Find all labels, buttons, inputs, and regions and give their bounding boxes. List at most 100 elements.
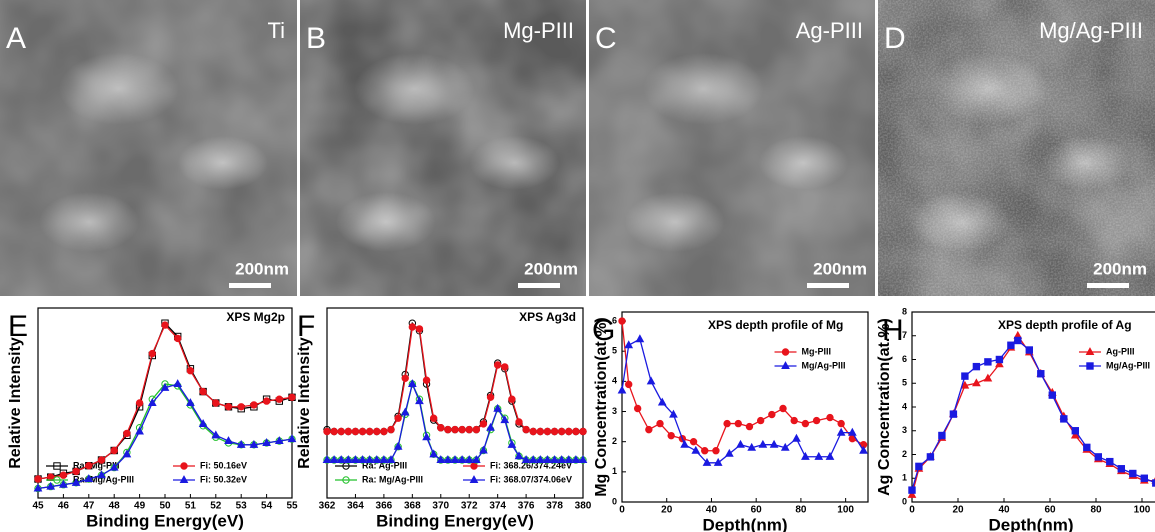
marker (479, 445, 488, 454)
marker (372, 455, 382, 464)
legend-label: Ra: Mg/Ag-PIII (73, 474, 134, 484)
y-axis-title: Relative Intensity (7, 337, 24, 469)
marker (515, 418, 523, 426)
legend-label: Ra: Ag-PIII (362, 460, 407, 470)
marker (514, 451, 524, 460)
panel-label: E (8, 310, 28, 343)
marker (109, 462, 119, 471)
marker (550, 427, 559, 436)
x-tick-label: 366 (376, 501, 393, 512)
marker (174, 334, 182, 343)
sem-image (878, 0, 1155, 296)
x-tick-label: 53 (236, 501, 248, 512)
marker (72, 467, 80, 476)
marker (529, 427, 537, 436)
marker (471, 455, 481, 464)
scale-bar (807, 283, 849, 288)
y-tick-label: 0 (902, 496, 907, 506)
x-tick-label: 378 (546, 501, 563, 512)
marker (486, 393, 495, 401)
x-tick-label: 45 (32, 501, 44, 512)
marker (147, 398, 157, 407)
x-axis-title: Depth(nm) (703, 515, 788, 532)
marker (635, 334, 645, 343)
marker (1025, 346, 1033, 354)
marker (667, 431, 675, 440)
marker (287, 434, 297, 443)
marker (618, 317, 626, 325)
marker (578, 455, 588, 464)
marker (211, 430, 221, 439)
marker (401, 374, 409, 382)
marker (1037, 370, 1045, 378)
scale-text: 200nm (524, 259, 578, 278)
marker (1106, 457, 1114, 466)
x-tick-label: 80 (1090, 505, 1102, 516)
marker (59, 471, 68, 479)
sem-image (589, 0, 875, 296)
marker (656, 419, 664, 428)
marker (550, 455, 559, 464)
image-highlight (643, 52, 764, 125)
image-highlight (469, 135, 560, 190)
image-highlight (354, 52, 475, 125)
marker (386, 455, 396, 464)
marker (198, 419, 208, 427)
chart: F XPS Ag3d Binding Energy(eV) Relative Inte… (296, 307, 592, 530)
marker (53, 462, 61, 470)
marker (97, 456, 106, 464)
marker (907, 489, 917, 498)
marker (747, 442, 757, 451)
marker (479, 420, 488, 428)
marker (224, 403, 233, 411)
marker (379, 455, 389, 464)
marker (812, 416, 821, 425)
marker (1007, 341, 1015, 349)
marker (712, 447, 720, 455)
marker (1140, 474, 1148, 482)
series-line (327, 381, 583, 461)
marker (358, 427, 367, 436)
marker (579, 427, 587, 436)
marker (393, 441, 403, 450)
marker (161, 321, 169, 329)
marker (47, 473, 55, 481)
sample-name: Ti (267, 18, 285, 43)
sample-name: Mg/Ag-PIII (1039, 18, 1143, 43)
marker (53, 476, 61, 484)
marker (288, 393, 296, 401)
marker (387, 425, 395, 434)
marker (464, 455, 474, 464)
marker (1086, 362, 1094, 370)
marker (572, 427, 580, 436)
scale-text: 200nm (235, 259, 289, 278)
series-line (621, 320, 864, 452)
x-tick-label: 380 (575, 501, 592, 512)
sample-name: Mg-PIII (503, 18, 574, 43)
x-tick-label: 20 (952, 505, 964, 516)
marker (123, 429, 131, 438)
chart-title: XPS depth profile of Mg (708, 318, 843, 332)
marker (344, 427, 353, 436)
legend-label: Fi: 368.26/374.24eV (490, 460, 572, 470)
sample-name: Ag-PIII (796, 18, 863, 43)
marker (972, 362, 981, 371)
x-tick-label: 100 (1134, 505, 1151, 516)
panel-label: C (595, 22, 617, 55)
marker (745, 422, 754, 431)
marker (522, 425, 530, 434)
legend-label: Ra: Mg/Ag-PIII (362, 474, 423, 484)
marker (949, 410, 958, 418)
y-tick-label: 6 (902, 354, 907, 364)
x-tick-label: 60 (751, 505, 763, 516)
marker (1071, 427, 1079, 435)
x-tick-label: 60 (1044, 505, 1056, 516)
marker (801, 419, 810, 428)
marker (186, 367, 195, 375)
panel-label: H (882, 314, 904, 347)
x-axis-title: Depth(nm) (989, 515, 1074, 532)
plot-frame (621, 311, 869, 503)
chart: G XPS depth profile of Mg Depth(nm) Mg Conc… (592, 311, 869, 532)
marker (847, 427, 857, 436)
